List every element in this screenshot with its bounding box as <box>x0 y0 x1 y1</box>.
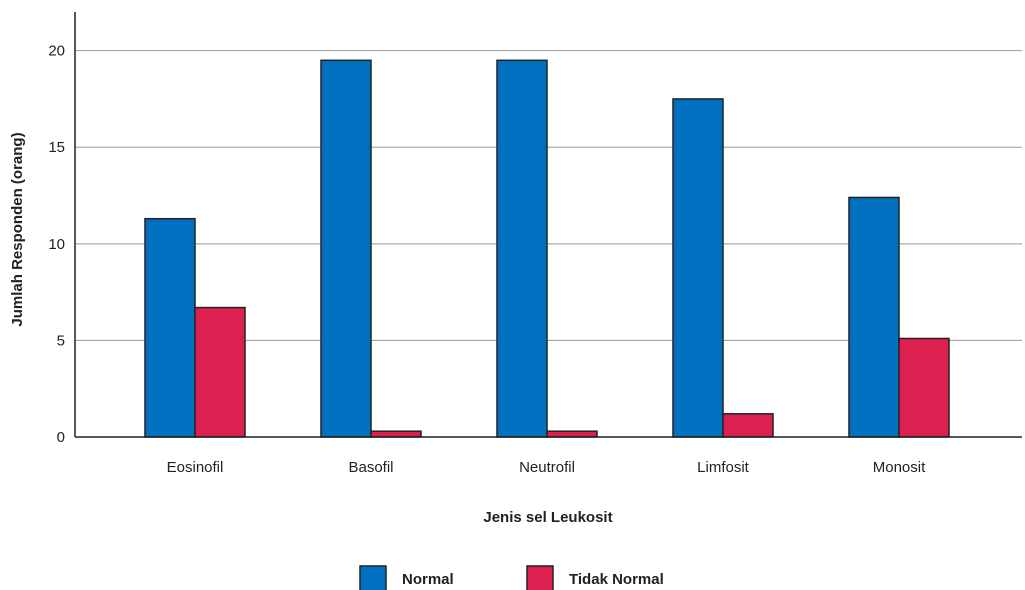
bar-normal-limfosit <box>672 98 724 438</box>
legend-label: Normal <box>402 571 454 588</box>
bar-tidak-normal-monosit <box>898 337 950 438</box>
bar-normal-eosinofil <box>144 217 196 438</box>
x-tick-label: Neutrofil <box>519 459 575 476</box>
x-tick-label: Basofil <box>348 459 393 476</box>
x-tick-label: Monosit <box>873 459 926 476</box>
y-tick-label: 5 <box>57 332 65 349</box>
bar-normal-basofil <box>320 59 372 438</box>
legend: Normal Tidak Normal <box>359 565 664 590</box>
y-tick-label: 10 <box>48 236 65 253</box>
x-tick-labels: Eosinofil Basofil Neutrofil Limfosit Monosit <box>167 459 926 476</box>
y-tick-labels: 0 5 10 15 20 <box>48 43 65 446</box>
y-tick-label: 0 <box>57 429 65 446</box>
x-tick-label: Limfosit <box>697 459 750 476</box>
bar-normal-monosit <box>848 196 900 438</box>
bar-tidak-normal-limfosit <box>722 413 774 438</box>
legend-label: Tidak Normal <box>569 571 664 588</box>
y-tick-label: 20 <box>48 43 65 60</box>
legend-swatch-normal <box>359 565 387 590</box>
y-tick-label: 15 <box>48 139 65 156</box>
x-tick-label: Eosinofil <box>167 459 224 476</box>
bar-tidak-normal-neutrofil <box>546 430 598 438</box>
bar-tidak-normal-basofil <box>370 430 422 438</box>
bar-tidak-normal-eosinofil <box>194 306 246 438</box>
y-axis-title: Jumlah Responden (orang) <box>9 132 26 326</box>
x-axis-title: Jenis sel Leukosit <box>483 509 612 526</box>
legend-swatch-tidak-normal <box>526 565 554 590</box>
bars <box>144 59 950 438</box>
bar-normal-neutrofil <box>496 59 548 438</box>
